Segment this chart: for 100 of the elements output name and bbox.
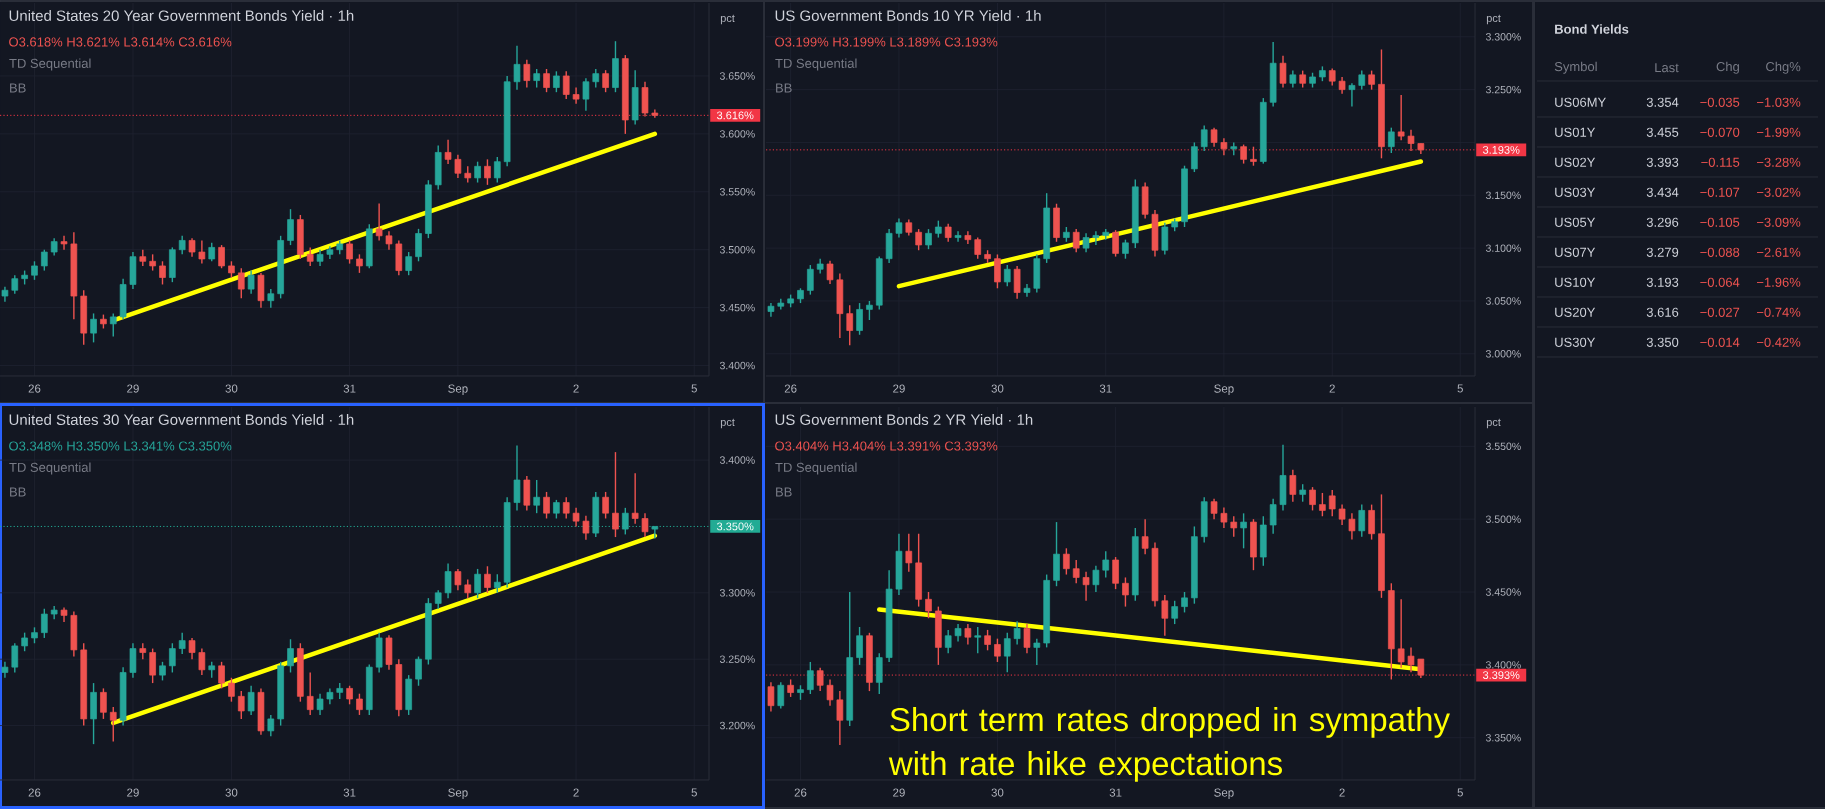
candlestick (612, 451, 619, 538)
data-label: 3.350 (1646, 337, 1679, 347)
candlestick (602, 69, 609, 93)
candlestick (1368, 69, 1375, 91)
x-tick-label: 29 (127, 384, 139, 393)
data-label: −3.09% (1756, 217, 1801, 227)
y-tick-label: 3.300% (1485, 33, 1521, 41)
candlestick (954, 230, 962, 243)
y-tick-label: US10Y (1555, 277, 1596, 287)
candlestick (1397, 94, 1405, 142)
candlestick (1279, 55, 1287, 89)
candlestick (346, 239, 353, 265)
data-label: 3.296 (1646, 217, 1679, 227)
x-tick-label: 30 (225, 788, 238, 797)
candlestick (306, 671, 314, 716)
candlestick (208, 242, 216, 262)
candlestick (826, 260, 834, 285)
candlestick (218, 244, 225, 269)
candlestick (493, 156, 501, 184)
candlestick (316, 693, 324, 716)
chart-title: United States 20 Year Government Bonds Yield · 1h (9, 9, 354, 21)
candlestick (836, 690, 844, 746)
data-label: −0.107 (1700, 187, 1740, 197)
x-tick-label: 5 (691, 384, 697, 393)
candlestick (964, 623, 972, 646)
y-tick-label: 3.100% (1485, 244, 1521, 252)
candlestick (582, 515, 590, 541)
candlestick (237, 690, 245, 720)
data-label: −3.28% (1756, 157, 1801, 167)
y-tick-label: 3.550% (1485, 442, 1521, 451)
candlestick (1092, 230, 1100, 246)
text: O3.618% H3.621% L3.614% C3.616% (9, 37, 232, 47)
y-tick-label: US07Y (1555, 247, 1596, 257)
candlestick (1289, 468, 1297, 503)
y-tick-label: 3.450% (719, 303, 755, 312)
candlestick (1220, 506, 1228, 529)
candlestick (159, 260, 166, 286)
candlestick (994, 637, 1001, 663)
candlestick (31, 260, 38, 281)
candlestick (405, 251, 412, 276)
candlestick (1092, 565, 1100, 593)
data-label: −1.03% (1756, 97, 1801, 107)
annotation: TD Sequential (775, 462, 857, 475)
candlestick (974, 626, 982, 654)
candlestick (1013, 265, 1021, 300)
y-tick-label: 3.000% (1485, 350, 1521, 358)
data-label: −0.74% (1756, 307, 1801, 317)
candlestick (1181, 591, 1188, 614)
candlestick (1, 661, 9, 679)
candlestick (1210, 126, 1218, 148)
y-tick-label: US30Y (1555, 337, 1596, 347)
ref-line-label: 3.193% (1482, 145, 1520, 154)
candlestick (375, 202, 383, 242)
annotation: BB (776, 487, 792, 497)
annotation: TD Sequential (9, 462, 91, 475)
candlestick (287, 638, 294, 674)
candlestick (513, 444, 521, 512)
chart-title: US Government Bonds 10 YR Yield · 1h (775, 9, 1041, 21)
x-tick-label: 2 (573, 788, 579, 797)
y-tick-label: US03Y (1555, 187, 1596, 197)
candlestick (1122, 576, 1129, 608)
candlestick (1072, 559, 1080, 584)
data-label: −0.064 (1700, 277, 1740, 287)
candlestick (915, 228, 922, 251)
candlestick (1269, 498, 1277, 535)
candlestick (631, 472, 639, 525)
candlestick (807, 264, 814, 296)
candlestick (188, 237, 196, 258)
candlestick (178, 631, 186, 655)
candlestick (247, 685, 255, 716)
candlestick (562, 496, 570, 520)
ref-line-label: 3.616% (716, 111, 754, 120)
annotation: BB (10, 487, 26, 497)
y-tick-label: 3.250% (1485, 85, 1521, 94)
annotation: TD Sequential (9, 58, 91, 71)
candlestick (198, 647, 206, 676)
candlestick (816, 667, 824, 692)
data-label: −0.070 (1700, 127, 1740, 137)
y-axis-title: pct (1486, 418, 1501, 429)
candlestick (1240, 143, 1247, 165)
data-label: −1.99% (1756, 127, 1801, 137)
candlestick (1388, 126, 1395, 154)
candlestick (1191, 141, 1198, 173)
y-tick-label: 3.400% (719, 361, 755, 370)
candlestick (523, 59, 531, 89)
text: O3.348% H3.350% L3.341% C3.350% (9, 441, 232, 451)
candlestick (562, 70, 570, 100)
candlestick (198, 239, 206, 265)
candlestick (346, 685, 353, 706)
x-tick-label: 31 (343, 788, 356, 797)
candlestick (1171, 600, 1178, 625)
candlestick (984, 629, 991, 652)
x-tick-label: 26 (794, 788, 807, 797)
candlestick (1240, 512, 1247, 550)
candlestick (895, 217, 903, 239)
annotation: BB (10, 83, 26, 93)
candlestick (1319, 492, 1326, 517)
data-label: 3.455 (1646, 127, 1679, 137)
candlestick (1348, 512, 1356, 541)
chart-title: Bond Yields (1555, 24, 1629, 34)
